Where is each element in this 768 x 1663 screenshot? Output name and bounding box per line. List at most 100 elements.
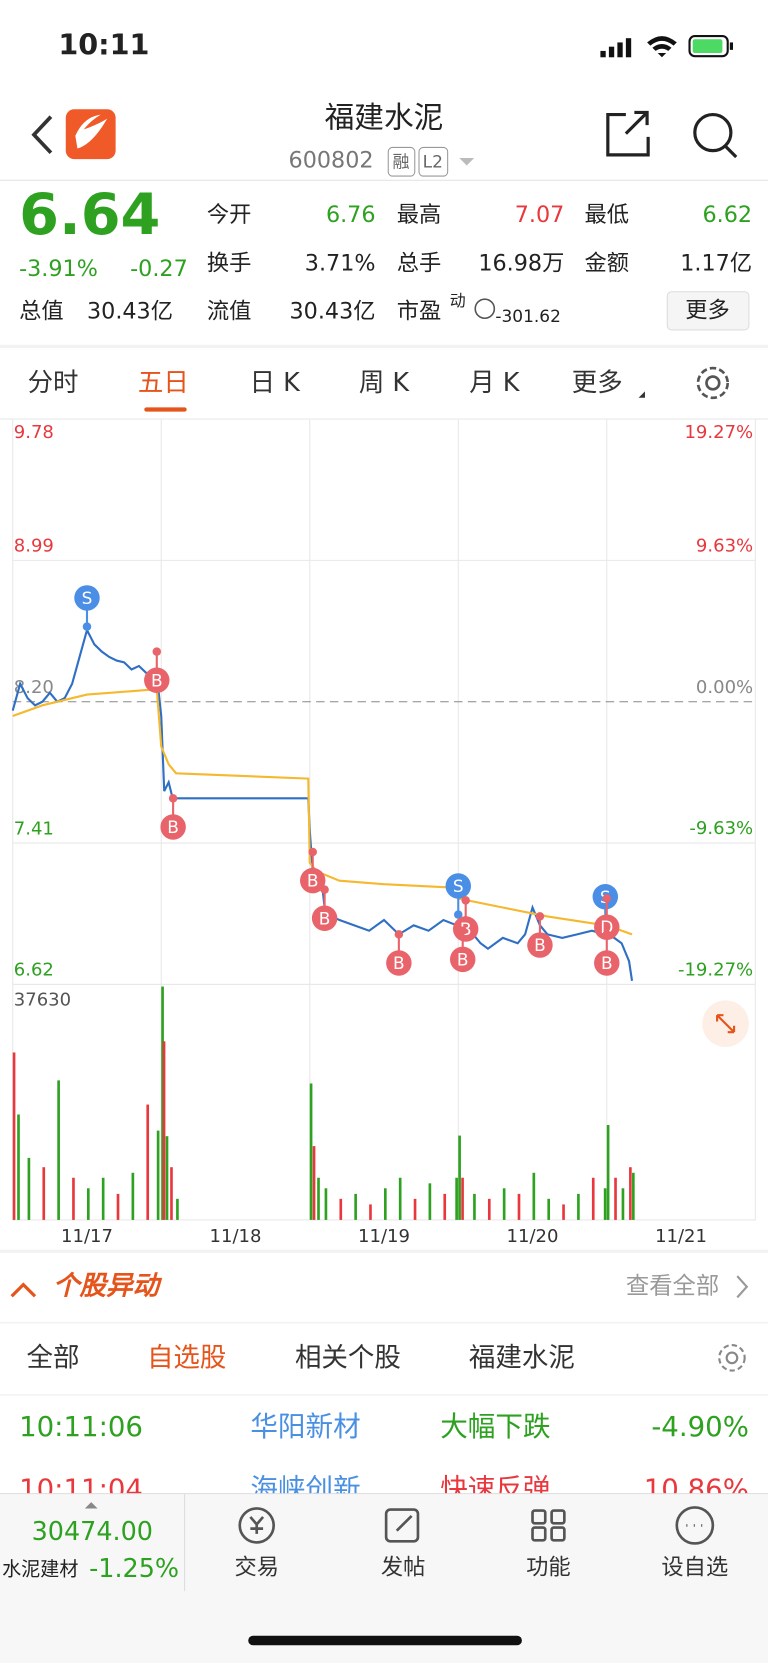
label: 流值 — [207, 298, 252, 324]
chart: 6.627.418.208.999.78-19.27%-9.63%0.00%9.… — [11, 418, 756, 1247]
tab[interactable]: 分时 — [28, 368, 79, 398]
marker — [594, 914, 620, 940]
volume-bar — [101, 1177, 105, 1220]
tab[interactable]: 周 K — [359, 368, 411, 398]
marker-dot — [602, 894, 612, 903]
marker-label: S — [82, 589, 93, 609]
volume-bar — [614, 1177, 617, 1220]
marker-label: B — [167, 818, 179, 838]
volume-bar — [17, 1114, 20, 1220]
dropdown[interactable] — [459, 158, 475, 166]
value: 16.98万 — [478, 251, 564, 277]
row-cell: -4.90% — [651, 1410, 749, 1443]
volume-bar — [116, 1193, 120, 1220]
bar-icons — [238, 1506, 715, 1545]
marker-label: B — [151, 671, 163, 691]
info-icon[interactable] — [474, 298, 496, 320]
marker-dot — [454, 910, 463, 919]
volume-bar — [458, 1135, 461, 1220]
label: 总手 — [397, 251, 442, 277]
x-tick-label: 11/20 — [507, 1226, 559, 1247]
volume-bar — [413, 1198, 417, 1220]
marker-label: S — [453, 877, 464, 897]
change-pct: -3.91% — [19, 256, 98, 282]
volume-bar — [443, 1193, 447, 1220]
label: 换手 — [207, 251, 252, 277]
y-tick-label: 8.99 — [14, 536, 54, 557]
marker-dot — [458, 926, 467, 935]
marker-dot — [602, 930, 612, 939]
average-line — [12, 688, 633, 936]
volume-bar — [312, 1146, 316, 1220]
stock-code: 600802 — [289, 148, 374, 174]
chart-frame — [12, 418, 756, 1221]
tab[interactable]: 五日 — [138, 368, 189, 398]
marker-label: B — [393, 954, 405, 974]
settings-button[interactable] — [696, 366, 730, 400]
marker — [311, 905, 338, 931]
view-all[interactable]: 查看全部 — [626, 1271, 719, 1299]
more-text[interactable]: 更多 — [685, 297, 730, 323]
volume-bar — [146, 1104, 150, 1220]
label: 市盈 — [397, 298, 442, 324]
chevron — [736, 1275, 749, 1299]
tab[interactable]: 月 K — [469, 368, 521, 398]
search-button[interactable] — [693, 112, 738, 159]
volume-bar — [176, 1198, 179, 1220]
volume-bar — [42, 1167, 46, 1220]
bar-item[interactable]: 功能 — [526, 1554, 571, 1580]
tab[interactable]: 日 K — [250, 368, 302, 398]
volume-bar — [398, 1177, 402, 1220]
volume-bar — [547, 1198, 551, 1220]
tab[interactable]: 全部 — [27, 1342, 80, 1373]
volume-bar — [12, 1052, 16, 1220]
volume-bar — [162, 1041, 166, 1220]
section-title: 个股异动 — [53, 1270, 162, 1301]
value: 6.76 — [326, 202, 376, 228]
y-tick-label: 6.62 — [14, 960, 54, 981]
volume-bar — [428, 1183, 432, 1220]
volume-bar — [317, 1177, 320, 1220]
marker-dot — [394, 930, 404, 939]
volume-bar — [517, 1193, 521, 1220]
tab[interactable]: 相关个股 — [295, 1342, 401, 1373]
x-tick-label: 11/19 — [358, 1226, 410, 1247]
bar-item[interactable]: 交易 — [234, 1554, 279, 1580]
collapse-icon[interactable] — [10, 1282, 37, 1298]
volume-bar — [156, 1130, 160, 1220]
x-tick-label: 11/17 — [61, 1226, 113, 1247]
x-tick-label: 11/21 — [655, 1226, 707, 1247]
badge — [418, 146, 449, 177]
share-button[interactable] — [606, 110, 650, 157]
settings-button[interactable] — [718, 1344, 746, 1372]
volume-bar — [591, 1177, 595, 1220]
marker-dot — [320, 885, 329, 894]
back-button[interactable] — [31, 115, 53, 155]
change: -0.27 — [130, 256, 188, 282]
price: 6.64 — [19, 181, 160, 248]
marker-dot — [82, 622, 92, 631]
volume-bar — [461, 1177, 464, 1220]
divider — [0, 1249, 768, 1253]
bar-item[interactable]: 发帖 — [381, 1554, 426, 1580]
marker-dot — [152, 647, 162, 656]
tab[interactable]: 福建水泥 — [469, 1342, 575, 1373]
tab[interactable]: 更多 — [572, 368, 623, 398]
volume-bar — [131, 1172, 135, 1220]
marker-label: B — [601, 954, 613, 974]
volume-bar — [384, 1188, 387, 1220]
y2-tick-label: 0.00% — [696, 677, 753, 698]
volume-bar — [369, 1204, 372, 1220]
quote-fields: 今开 6.76 最高 7.07 最低 6.62 换手 3.71% 总手 16.9… — [19, 202, 752, 327]
bar-item[interactable]: 设自选 — [661, 1554, 728, 1580]
row-cell: 华阳新材 — [250, 1410, 360, 1443]
more-button[interactable] — [666, 291, 750, 331]
tab[interactable]: 自选股 — [147, 1342, 227, 1373]
volume-bar — [577, 1193, 580, 1220]
up-arrow — [84, 1502, 98, 1509]
row-cell: 10:11:06 — [19, 1410, 143, 1443]
y2-tick-label: -9.63% — [689, 818, 753, 839]
divider — [0, 344, 768, 348]
volume-bar — [603, 1188, 607, 1220]
